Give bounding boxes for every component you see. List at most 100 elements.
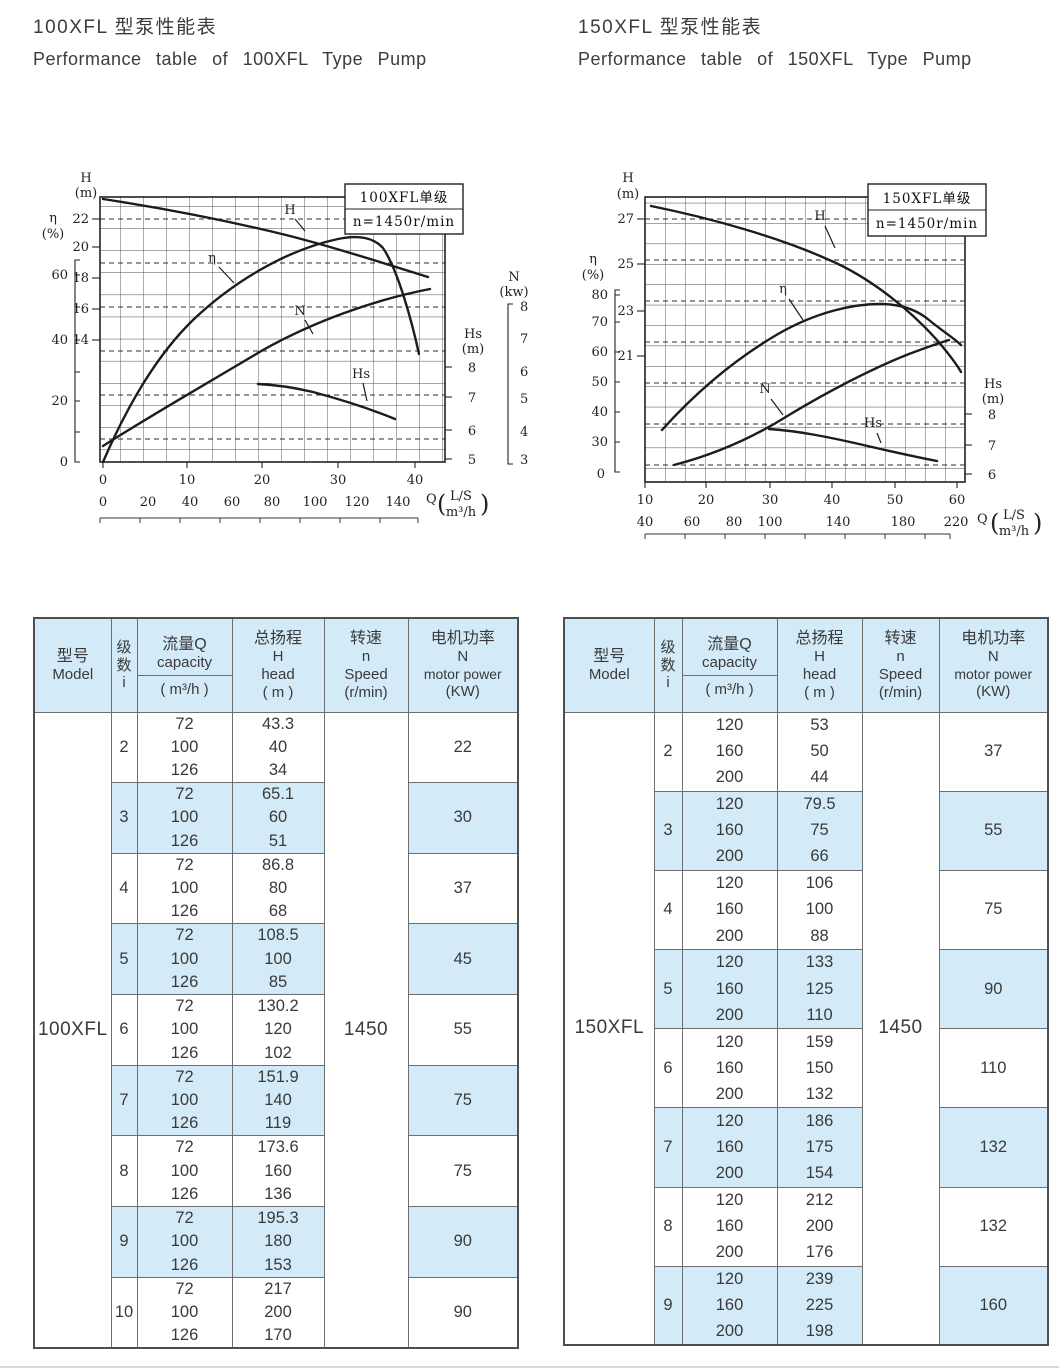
power-cell: 75 (407, 1135, 518, 1207)
capacity-cell: 100 (136, 947, 232, 972)
svg-text:60: 60 (949, 493, 966, 508)
table-row: 3 120 79.5 55 (564, 790, 1048, 871)
head-cell: 175 (776, 1134, 862, 1161)
head-cell: 140 (231, 1088, 324, 1113)
curve-N (101, 287, 432, 448)
svg-text:Q: Q (426, 492, 437, 507)
stage-cell: 9 (110, 1205, 137, 1278)
svg-text:120: 120 (345, 495, 370, 510)
head-cell: 159 (776, 1028, 862, 1056)
svg-text:20: 20 (140, 495, 157, 510)
head-cell: 88 (776, 923, 862, 950)
curve-N (672, 338, 951, 467)
col-model-cn: 型号 (56, 647, 89, 665)
col-model: 型号 Model (33, 618, 111, 713)
head-cell: 40 (231, 735, 324, 760)
section-title-100xfl: 100XFL 型泵性能表 Performance table of 100XFL… (33, 12, 427, 70)
col-capacity: 流量Q capacity ( m³/h ) (681, 618, 777, 713)
power-cell: 160 (938, 1265, 1048, 1346)
head-cell: 198 (776, 1318, 862, 1346)
power-cell: 90 (938, 949, 1048, 1029)
head-cell: 86.8 (231, 852, 324, 877)
svg-text:23: 23 (617, 304, 634, 319)
power-cell: 55 (938, 790, 1048, 871)
svg-text:150XFL单级: 150XFL单级 (883, 191, 972, 207)
col-head-unit: ( m ) (262, 683, 294, 701)
power-cell: 45 (407, 923, 518, 995)
svg-text:70: 70 (591, 315, 608, 330)
capacity-cell: 100 (136, 1230, 232, 1254)
capacity-cell: 120 (681, 1186, 777, 1214)
col-power-sym: N (457, 648, 469, 666)
hs-axis: Hs (m) 8 7 6 5 (445, 327, 484, 468)
svg-text:8: 8 (520, 300, 528, 315)
n-axis: N (kw) 8 7 6 5 4 3 (499, 270, 528, 468)
col-head: 总扬程 H head ( m ) (231, 618, 324, 713)
svg-text:3: 3 (520, 453, 528, 468)
col-speed: 转速 n Speed (r/min) (323, 618, 408, 713)
col-power-unit: (KW) (976, 683, 1011, 701)
section-title-150xfl: 150XFL 型泵性能表 Performance table of 150XFL… (578, 12, 972, 70)
stage-cell: 5 (653, 949, 682, 1029)
svg-text:14: 14 (72, 333, 89, 348)
capacity-cell: 126 (136, 759, 232, 783)
capacity-cell: 72 (136, 1135, 232, 1160)
svg-text:η: η (208, 251, 216, 266)
chart-legend-box: 150XFL单级 n=1450r/min (867, 183, 987, 237)
col-speed-unit: (r/min) (344, 683, 388, 701)
capacity-cell: 120 (681, 949, 777, 976)
head-cell: 151.9 (231, 1064, 324, 1089)
curve-eta (101, 235, 421, 464)
performance-chart-150xfl: H (m) 27 25 23 21 η (%) 80 70 60 50 4 (582, 171, 1042, 539)
svg-text:16: 16 (72, 302, 89, 317)
svg-text:180: 180 (891, 515, 916, 530)
title-cn-150xfl: 150XFL 型泵性能表 (578, 17, 763, 38)
chart-legend-box: 100XFL单级 n=1450r/min (344, 183, 464, 235)
svg-text:50: 50 (887, 493, 904, 508)
svg-text:50: 50 (591, 375, 608, 390)
power-cell: 75 (407, 1064, 518, 1136)
title-en-150xfl: Performance table of 150XFL Type Pump (578, 49, 972, 69)
svg-text:η: η (779, 282, 787, 297)
col-capacity-cn: 流量Q (162, 636, 207, 654)
svg-text:(m): (m) (982, 392, 1004, 407)
col-head-sym: H (814, 647, 825, 665)
eta-axis: η (%) 60 40 20 0 (42, 211, 80, 470)
svg-text:30: 30 (330, 473, 347, 488)
svg-text:80: 80 (726, 515, 743, 530)
svg-text:7: 7 (520, 332, 528, 347)
col-speed: 转速 n Speed (r/min) (861, 618, 939, 713)
svg-text:Hs: Hs (984, 377, 1002, 392)
stage-cell: 2 (110, 712, 137, 783)
col-power: 电机功率 N motor power (KW) (938, 618, 1048, 713)
head-cell: 136 (231, 1182, 324, 1207)
col-power: 电机功率 N motor power (KW) (407, 618, 518, 713)
svg-text:80: 80 (591, 288, 608, 303)
capacity-cell: 72 (136, 1064, 232, 1089)
plot-area (644, 196, 966, 483)
stage-cell: 3 (653, 790, 682, 871)
table-header-row: 型号 Model 级 数 i 流量Q capacity ( m³/h ) 总扬程 (33, 618, 518, 713)
capacity-cell: 72 (136, 712, 232, 736)
col-speed-sym: n (361, 647, 371, 665)
svg-text:η: η (49, 211, 57, 226)
svg-text:40: 40 (591, 405, 608, 420)
head-cell: 108.5 (231, 923, 324, 948)
capacity-cell: 100 (136, 1159, 232, 1183)
svg-text:(%): (%) (42, 227, 65, 242)
col-power-en: motor power (423, 666, 502, 683)
col-head-cn: 总扬程 (253, 629, 302, 647)
svg-text:H: H (80, 171, 91, 186)
stage-cell: 5 (110, 923, 137, 995)
capacity-cell: 160 (681, 975, 777, 1003)
stage-cell: 6 (110, 994, 137, 1066)
col-head: 总扬程 H head ( m ) (776, 618, 862, 713)
svg-text:60: 60 (591, 345, 608, 360)
capacity-cell: 200 (681, 1239, 777, 1267)
head-cell: 106 (776, 869, 862, 897)
table-header-row: 型号 Model 级 数 i 流量Q capacity ( m³/h ) 总扬程 (563, 618, 1048, 713)
svg-text:25: 25 (617, 257, 634, 272)
capacity-cell: 200 (681, 1002, 777, 1029)
head-cell: 80 (231, 876, 324, 901)
capacity-cell: 72 (136, 994, 232, 1019)
